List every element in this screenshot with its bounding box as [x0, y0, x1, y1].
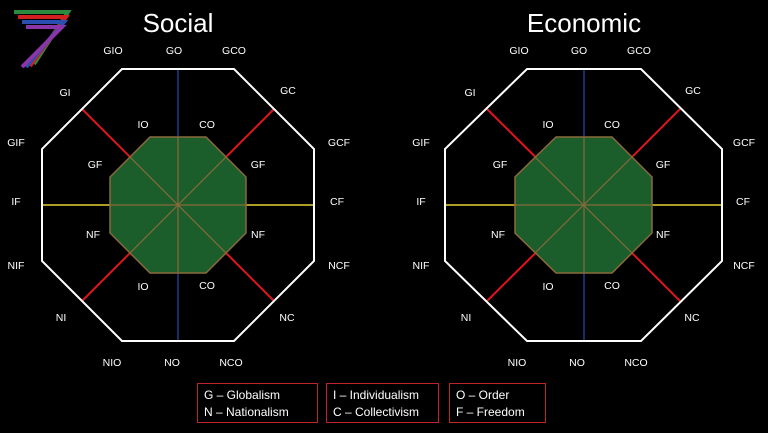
label-gi: GI: [59, 87, 70, 99]
outer-octagon: [444, 68, 723, 342]
label-gc: GC: [280, 85, 296, 97]
inner-labels: IO CO GF GF NF NF IO CO: [86, 119, 265, 293]
chart-title: Social: [143, 8, 214, 38]
inner-label-nf-left: NF: [86, 229, 100, 241]
label-if: IF: [416, 196, 425, 208]
label-cf: CF: [330, 196, 344, 208]
inner-label-gf-right: GF: [251, 159, 266, 171]
rainbow-seven-logo: [14, 10, 72, 68]
label-ni: NI: [56, 312, 67, 324]
label-go: GO: [571, 45, 587, 57]
label-nif: NIF: [413, 260, 430, 272]
label-if: IF: [11, 196, 20, 208]
inner-label-gf-left: GF: [88, 159, 103, 171]
label-no: NO: [164, 357, 180, 369]
legend-line: G – Globalism: [204, 388, 281, 402]
legend-order-freedom: O – Order F – Freedom: [449, 383, 546, 423]
inner-label-co-top: CO: [604, 119, 620, 131]
label-nif: NIF: [8, 260, 25, 272]
label-nc: NC: [684, 312, 700, 324]
inner-labels: IO CO GF GF NF NF IO CO: [491, 119, 670, 293]
legend-line: N – Nationalism: [204, 405, 289, 419]
legend-line: I – Individualism: [333, 388, 420, 402]
inner-label-co-top: CO: [199, 119, 215, 131]
legend-line: F – Freedom: [456, 405, 525, 419]
legend-globalism-nationalism: G – Globalism N – Nationalism: [197, 383, 318, 423]
inner-label-io-bottom: IO: [137, 281, 148, 293]
inner-label-io-top: IO: [137, 119, 148, 131]
label-nco: NCO: [624, 357, 647, 369]
inner-label-io-bottom: IO: [542, 281, 553, 293]
label-gcf: GCF: [328, 137, 350, 149]
economic-octagon-diagram: Economic GIO GO GCO GI GC GIF GCF IF: [412, 8, 755, 369]
label-gif: GIF: [7, 137, 25, 149]
label-no: NO: [569, 357, 585, 369]
label-cf: CF: [736, 196, 750, 208]
label-gio: GIO: [509, 45, 528, 57]
label-ncf: NCF: [733, 260, 755, 272]
label-gcf: GCF: [733, 137, 755, 149]
label-nc: NC: [279, 312, 295, 324]
chart-title: Economic: [527, 8, 641, 38]
label-nio: NIO: [508, 357, 527, 369]
label-gco: GCO: [627, 45, 651, 57]
label-ni: NI: [461, 312, 472, 324]
outer-octagon: [41, 68, 315, 342]
inner-label-co-bottom: CO: [199, 280, 215, 292]
legend-line: O – Order: [456, 388, 510, 402]
label-gco: GCO: [222, 45, 246, 57]
label-go: GO: [166, 45, 182, 57]
label-gio: GIO: [103, 45, 122, 57]
social-octagon-diagram: Social GIO GO GCO GI GC GIF GCF IF C: [7, 8, 350, 369]
label-nco: NCO: [219, 357, 242, 369]
inner-label-gf-left: GF: [493, 159, 508, 171]
inner-label-nf-left: NF: [491, 229, 505, 241]
inner-label-gf-right: GF: [656, 159, 671, 171]
inner-label-nf-right: NF: [251, 229, 265, 241]
inner-octagon-axes: [515, 137, 652, 273]
inner-octagon-axes: [110, 137, 246, 273]
label-gif: GIF: [412, 137, 430, 149]
outer-labels: GIO GO GCO GI GC GIF GCF IF CF NIF NCF N…: [412, 45, 755, 369]
label-gc: GC: [685, 85, 701, 97]
inner-label-io-top: IO: [542, 119, 553, 131]
legend-line: C – Collectivism: [333, 405, 420, 419]
inner-label-co-bottom: CO: [604, 280, 620, 292]
outer-labels: GIO GO GCO GI GC GIF GCF IF CF NIF NCF N…: [7, 45, 350, 369]
label-gi: GI: [464, 87, 475, 99]
legend-individualism-collectivism: I – Individualism C – Collectivism: [326, 383, 439, 423]
label-ncf: NCF: [328, 260, 350, 272]
label-nio: NIO: [103, 357, 122, 369]
inner-label-nf-right: NF: [656, 229, 670, 241]
